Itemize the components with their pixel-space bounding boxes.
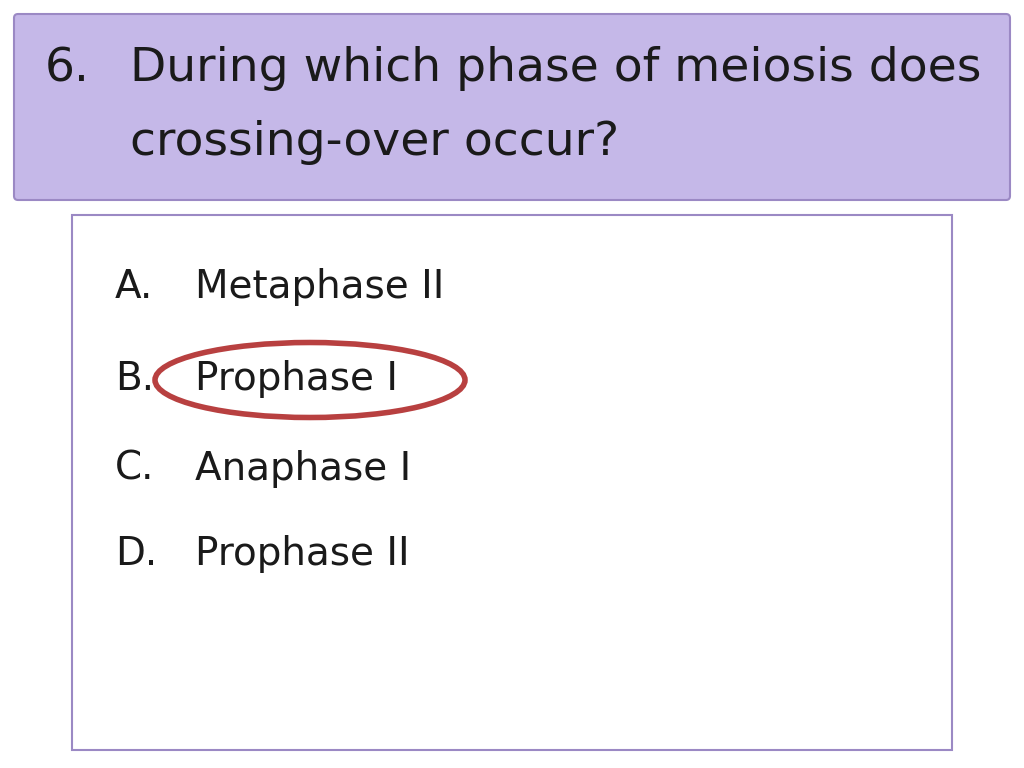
Text: During which phase of meiosis does: During which phase of meiosis does [130, 46, 981, 91]
Text: C.: C. [115, 450, 155, 488]
Text: crossing-over occur?: crossing-over occur? [130, 120, 620, 165]
Text: Prophase I: Prophase I [195, 360, 398, 398]
Text: Metaphase II: Metaphase II [195, 268, 444, 306]
Text: Anaphase I: Anaphase I [195, 450, 412, 488]
Text: 6.: 6. [45, 46, 90, 91]
Text: D.: D. [115, 535, 158, 573]
FancyBboxPatch shape [14, 14, 1010, 200]
Text: A.: A. [115, 268, 154, 306]
Text: Prophase II: Prophase II [195, 535, 410, 573]
FancyBboxPatch shape [72, 215, 952, 750]
Text: B.: B. [115, 360, 155, 398]
